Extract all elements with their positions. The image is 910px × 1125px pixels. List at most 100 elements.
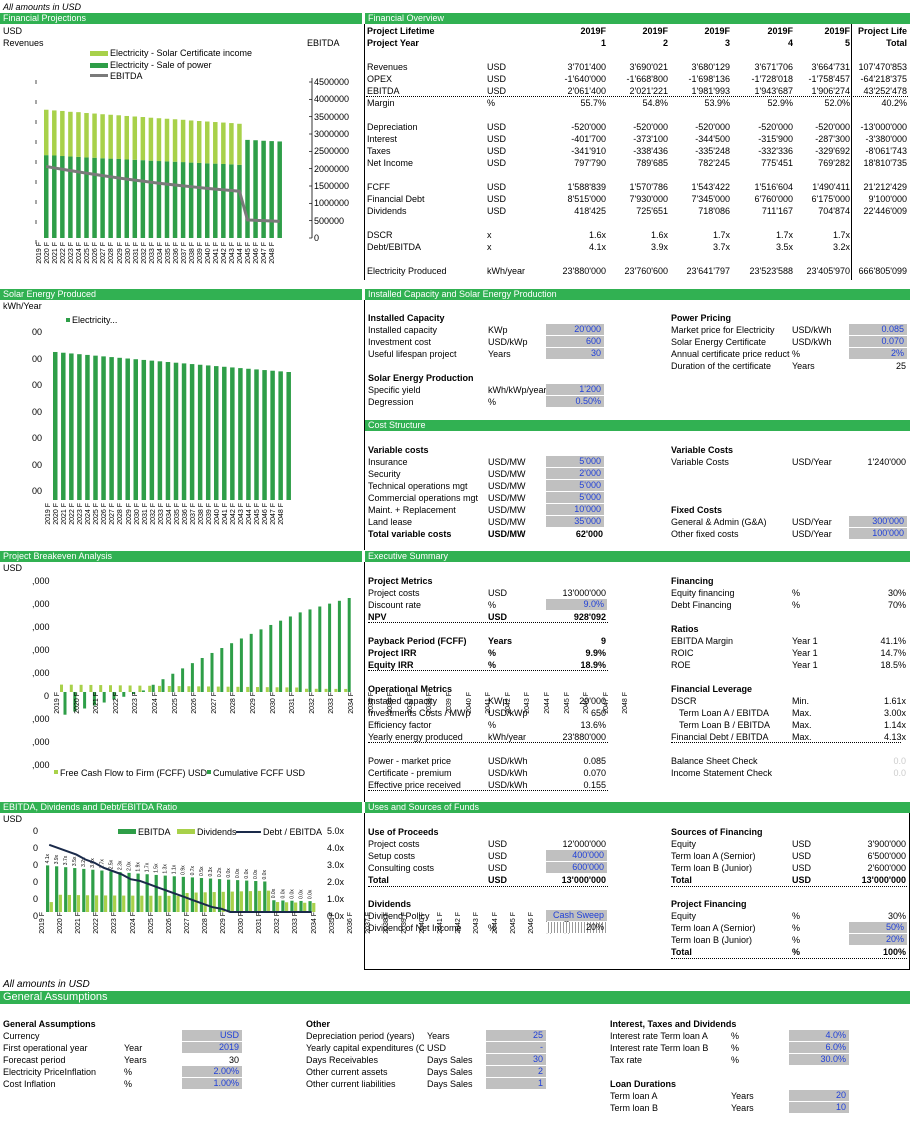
ga-3-value[interactable]: 2.00%	[182, 1066, 242, 1077]
er-dividend-bar	[257, 890, 262, 912]
fo-hdr2-c3: 2	[662, 38, 668, 48]
ga-1-value[interactable]: 2019	[182, 1042, 242, 1053]
be-fcff-bar	[128, 685, 132, 692]
solar-bar	[85, 354, 90, 500]
fo-row-depreciation-c5: -520'000	[758, 122, 793, 132]
ga-0-value[interactable]: USD	[182, 1030, 242, 1041]
fp-ytick: 4500000	[314, 77, 350, 87]
src-2-value: 2'600'000	[867, 863, 906, 873]
other-0-value[interactable]: 25	[486, 1030, 546, 1041]
bar-certificate	[132, 116, 138, 160]
dividend-policy-value[interactable]: Cash Sweep	[546, 910, 607, 921]
fo-row-net-income-c6: 769'282	[818, 158, 850, 168]
solar-ytick: 00	[32, 406, 43, 417]
ga-3-unit: %	[124, 1067, 133, 1077]
fo-hdr-c2: 2019F	[580, 26, 606, 36]
investment-cost-value[interactable]: 600	[546, 336, 604, 347]
fixed-costs-heading: Fixed Costs	[671, 505, 723, 515]
be-ytick: ,000	[32, 668, 50, 678]
itd-1-value[interactable]: 6.0%	[789, 1042, 849, 1053]
be-ytick: ,000	[32, 645, 50, 655]
bar-certificate	[92, 113, 97, 158]
solar-certificate-value[interactable]: 0.070	[849, 336, 907, 347]
total-variable-costs-label: Total variable costs	[368, 529, 452, 539]
fo-row-revenues-c6: 3'664'731	[811, 62, 850, 72]
other-1-label: Yearly capital expenditures (CAPEX)	[306, 1043, 424, 1053]
cost-maint-replacement-value[interactable]: 10'000	[546, 504, 604, 515]
fo-row-depreciation-c2: -520'000	[571, 122, 606, 132]
bar-power	[180, 162, 186, 238]
dividend-net-income-value[interactable]: 20%	[546, 922, 607, 933]
degression-value[interactable]: 0.50%	[546, 396, 604, 407]
other-fixed-value[interactable]: 100'000	[849, 528, 907, 539]
pf-1-value[interactable]: 50%	[849, 922, 907, 933]
use-2-value[interactable]: 600'000	[546, 862, 607, 873]
itd-2-value[interactable]: 30.0%	[789, 1054, 849, 1065]
installed-capacity-value[interactable]: 20'000	[546, 324, 604, 335]
project-life-divider	[851, 24, 852, 280]
cost-insurance-value[interactable]: 5'000	[546, 456, 604, 467]
fo-hdr-c3: 2019F	[642, 26, 668, 36]
er-x-tick: 2030 F	[238, 912, 246, 934]
specific-yield-unit: kWh/kWp/year	[488, 385, 547, 395]
er-ebitda-bar	[64, 867, 68, 912]
pf-2-value[interactable]: 20%	[849, 934, 907, 945]
market-price-value[interactable]: 0.085	[849, 324, 907, 335]
ga-4-value[interactable]: 1.00%	[182, 1078, 242, 1089]
leverage-0-value: 1.61x	[883, 696, 906, 706]
solar-bar	[69, 353, 74, 500]
band-ebitda-ratio: EBITDA, Dividends and Debt/EBITDA Ratio	[0, 802, 362, 813]
fo-row-taxes-c2: -341'910	[571, 146, 606, 156]
src-0-unit: USD	[792, 839, 812, 849]
solar-bar	[61, 352, 66, 500]
fo-hdr2-c6: 5	[844, 38, 850, 48]
be-fcff-bar	[109, 685, 112, 692]
use-1-value[interactable]: 400'000	[546, 850, 607, 861]
er-ebitda-bar	[263, 881, 267, 912]
fo-row-margin-c2: 55.7%	[580, 98, 606, 108]
bar-power	[188, 162, 194, 238]
legend-swatch-certificate	[90, 51, 108, 56]
er-rtick: 5.0x	[327, 826, 345, 836]
ld-1-value[interactable]: 10	[789, 1102, 849, 1113]
solar-production-heading: Solar Energy Production	[368, 373, 474, 383]
cost-commercial-operations-mgt-value[interactable]: 5'000	[546, 492, 604, 503]
be-cum-bar	[92, 692, 96, 706]
ratio-1-value: 14.7%	[880, 648, 906, 658]
specific-yield-value[interactable]: 1'200	[546, 384, 604, 395]
cost-technical-operations-mgt-value[interactable]: 5'000	[546, 480, 604, 491]
other-2-value[interactable]: 30	[486, 1054, 546, 1065]
er-ltick: 0	[33, 843, 39, 853]
fo-row-fcff-c3: 1'570'786	[629, 182, 668, 192]
itd-0-value[interactable]: 4.0%	[789, 1030, 849, 1041]
other-1-unit: USD	[427, 1043, 447, 1053]
useful-lifespan-value[interactable]: 30	[546, 348, 604, 359]
pf-total-unit: %	[792, 947, 801, 957]
other-1-value[interactable]: -	[486, 1042, 546, 1053]
annual-certificate-reduction-value[interactable]: 2%	[849, 348, 907, 359]
cost-security-value[interactable]: 2'000	[546, 468, 604, 479]
specific-yield-label: Specific yield	[368, 385, 421, 395]
equity-financing-label: Equity financing	[671, 588, 735, 598]
solar-bar	[270, 370, 275, 500]
other-3-value[interactable]: 2	[486, 1066, 546, 1077]
er-dividend-bar	[49, 902, 53, 912]
er-dividend-bar	[312, 902, 316, 912]
fp-ytick: 500000	[314, 215, 345, 226]
er-ebitda-bar	[281, 900, 285, 912]
discount-rate-value[interactable]: 9.0%	[546, 599, 607, 610]
ga-value[interactable]: 300'000	[849, 516, 907, 527]
be-ytick: ,000	[32, 622, 50, 632]
project-costs-value: 13'000'000	[562, 588, 606, 598]
ld-0-value[interactable]: 20	[789, 1090, 849, 1101]
be-x-tick: 2048 F	[622, 692, 630, 714]
er-dividend-bar	[167, 895, 171, 912]
er-ebitda-bar	[181, 876, 185, 912]
other-4-value[interactable]: 1	[486, 1078, 546, 1089]
er-dividend-bar	[158, 895, 162, 912]
loan-durations-heading: Loan Durations	[610, 1079, 677, 1089]
cost-land-lease-value[interactable]: 35'000	[546, 516, 604, 527]
er-ebitda-bar	[109, 871, 113, 912]
fo-row-ebitda-c3: 2'021'221	[629, 86, 668, 96]
fo-row-dividends-c0: Dividends	[367, 206, 407, 216]
